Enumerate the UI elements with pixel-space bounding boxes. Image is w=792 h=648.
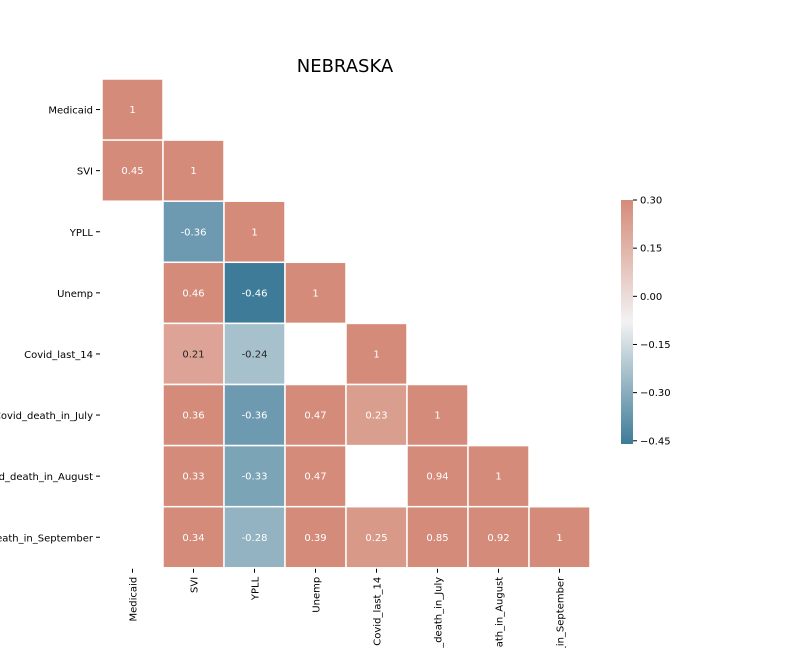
cell-label: 0.23 [365, 411, 387, 422]
row-label: Medicaid [48, 106, 93, 117]
cell-label: -0.28 [242, 533, 268, 544]
col-label: Covid_last_14 [373, 577, 384, 646]
cell-label: 1 [556, 533, 562, 544]
colorbar-tick-label: −0.30 [640, 388, 671, 399]
colorbar-tick-label: 0.15 [640, 244, 662, 255]
col-label: Covid_death_in_August [495, 577, 506, 648]
cell-label: 0.36 [182, 411, 204, 422]
cell-label: 0.46 [182, 288, 204, 299]
heat-cell [284, 444, 347, 508]
colorbar [621, 200, 633, 444]
heat-cell [101, 139, 164, 202]
cell-label: 0.94 [426, 472, 448, 483]
heat-cell [223, 444, 286, 508]
cell-label: 0.47 [304, 411, 326, 422]
colorbar-tick-label: −0.45 [640, 436, 671, 447]
heat-cell [345, 322, 408, 386]
heat-cell [162, 322, 225, 386]
col-label: SVI [190, 577, 201, 593]
cell-label: 1 [190, 166, 196, 177]
heat-cell [406, 444, 469, 508]
cell-label: 1 [129, 105, 135, 116]
cell-label: 0.45 [121, 166, 143, 177]
heat-cell [162, 505, 225, 569]
cell-label: 1 [312, 288, 318, 299]
heat-cell [528, 505, 591, 569]
colorbar-tick-label: 0.30 [640, 196, 662, 207]
heat-cell [162, 383, 225, 447]
cell-label: 1 [373, 349, 379, 360]
heat-cell [223, 261, 286, 325]
col-label: Medicaid [129, 577, 140, 622]
heat-cell [162, 261, 225, 325]
cell-label: 1 [251, 227, 257, 238]
cell-label: 1 [434, 411, 440, 422]
heat-cell [223, 200, 286, 264]
cell-label: -0.36 [242, 411, 268, 422]
heat-cell [223, 505, 286, 569]
heat-cell [284, 383, 347, 447]
cell-label: 0.34 [182, 533, 204, 544]
cell-label: 0.47 [304, 472, 326, 483]
colorbar-tick-label: 0.00 [640, 292, 662, 303]
cell-label: -0.33 [242, 472, 268, 483]
cell-label: 0.92 [487, 533, 509, 544]
row-label: Covid_death_in_August [0, 472, 93, 483]
cell-label: 0.21 [182, 349, 204, 360]
cell-label: 0.39 [304, 533, 326, 544]
row-label: Unemp [57, 289, 93, 300]
cell-label: 0.25 [365, 533, 387, 544]
heat-cell [406, 383, 469, 447]
cell-label: 0.33 [182, 472, 204, 483]
row-label: SVI [77, 167, 93, 178]
colorbar-tick-label: −0.15 [640, 340, 671, 351]
col-label: Covid_death_in_September [556, 576, 567, 648]
heat-cell [345, 383, 408, 447]
heat-cell [467, 444, 530, 508]
cell-label: -0.46 [242, 288, 268, 299]
row-label: YPLL [69, 228, 94, 239]
heat-cell [406, 505, 469, 569]
cell-label: 0.85 [426, 533, 448, 544]
row-label: Covid_death_in_July [0, 411, 93, 422]
cell-label: -0.24 [242, 349, 268, 360]
chart-title: NEBRASKA [297, 56, 394, 77]
heat-cell [223, 322, 286, 386]
col-label: Covid_death_in_July [434, 577, 445, 648]
col-label: YPLL [251, 576, 262, 601]
row-label: Covid_last_14 [24, 350, 93, 361]
row-label: Covid_death_in_September [0, 533, 94, 544]
heat-cell [223, 383, 286, 447]
heat-cell [284, 261, 347, 325]
heat-cell [467, 505, 530, 569]
col-label: Unemp [312, 577, 323, 613]
cell-label: -0.36 [181, 227, 207, 238]
cell-label: 1 [495, 472, 501, 483]
